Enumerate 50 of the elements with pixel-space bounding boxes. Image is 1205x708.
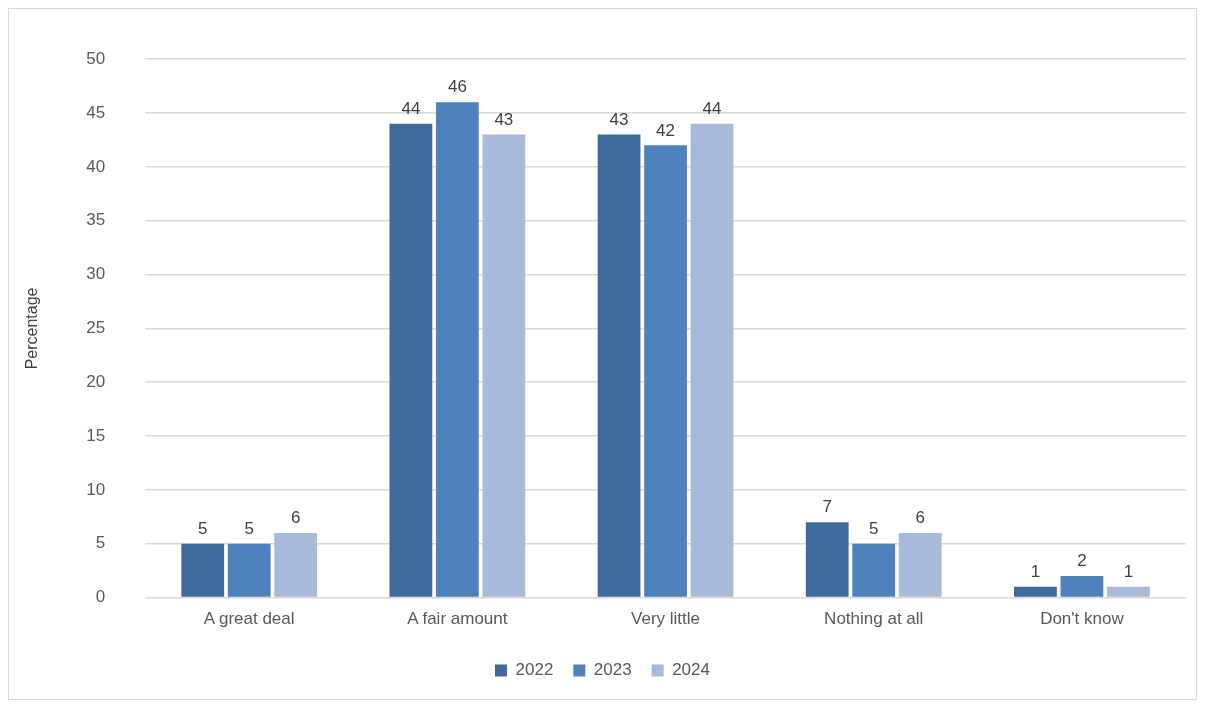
y-tick-label: 15	[86, 425, 106, 445]
data-label: 42	[656, 120, 676, 140]
data-label: 7	[822, 497, 832, 517]
bar	[852, 543, 896, 597]
x-tick-label: A fair amount	[407, 609, 508, 629]
bar	[1060, 576, 1104, 597]
bar	[805, 522, 849, 597]
bar	[482, 134, 526, 597]
x-tick-label: Very little	[631, 609, 701, 629]
y-axis-title: Percentage	[23, 287, 41, 370]
y-tick-label: 5	[95, 533, 106, 553]
data-label: 5	[869, 518, 879, 538]
bar	[181, 543, 225, 597]
bar	[690, 123, 734, 597]
data-label: 6	[915, 508, 925, 528]
data-label: 44	[401, 99, 421, 118]
legend-label: 2022	[515, 660, 554, 680]
y-tick-label: 30	[86, 264, 106, 284]
data-label: 1	[1123, 562, 1134, 582]
x-tick-label: Don't know	[1040, 609, 1125, 629]
bar	[1107, 586, 1150, 597]
y-tick-label: 25	[86, 318, 106, 338]
bar	[1014, 586, 1057, 597]
x-tick-label: A great deal	[203, 609, 295, 629]
y-tick-label: 20	[86, 371, 106, 391]
data-label: 6	[290, 508, 301, 528]
legend-label: 2023	[593, 660, 632, 680]
data-label: 44	[702, 99, 722, 118]
data-label: 1	[1030, 562, 1041, 582]
data-label: 46	[447, 77, 467, 97]
bar	[389, 123, 433, 597]
legend-label: 2024	[672, 660, 710, 680]
data-label: 5	[197, 518, 208, 538]
data-label: 43	[609, 109, 629, 129]
y-tick-label: 35	[86, 210, 106, 230]
bar	[597, 134, 641, 597]
y-tick-label: 10	[86, 479, 106, 499]
bar	[435, 102, 479, 597]
y-tick-label: 40	[86, 156, 106, 176]
bar	[274, 532, 318, 597]
data-label: 43	[494, 109, 514, 129]
bar	[898, 532, 942, 597]
y-tick-label: 50	[86, 48, 106, 68]
bar	[227, 543, 271, 597]
bar	[644, 145, 687, 597]
data-label: 5	[244, 518, 254, 538]
data-label: 2	[1077, 551, 1087, 571]
y-tick-label: 45	[86, 102, 106, 122]
x-tick-label: Nothing at all	[824, 609, 924, 629]
y-tick-label: 0	[95, 587, 106, 607]
